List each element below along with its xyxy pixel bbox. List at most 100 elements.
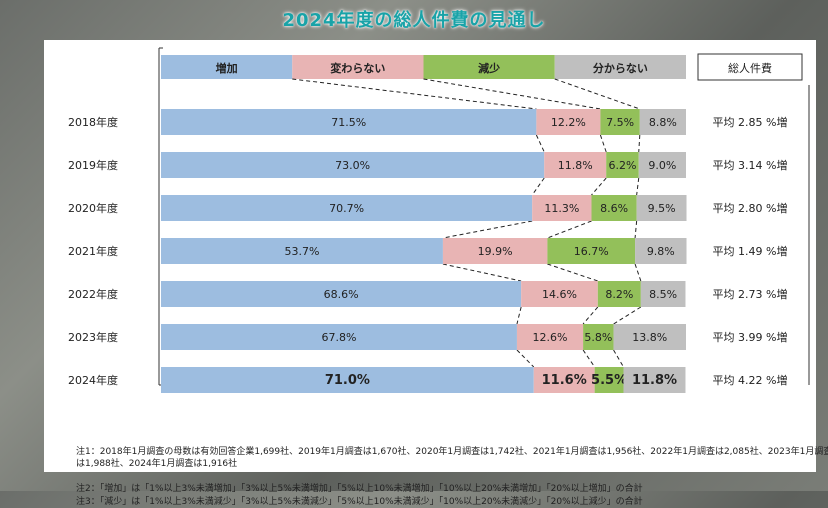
data-label: 8.5% <box>649 288 677 301</box>
category-label: 2019年度 <box>68 158 118 172</box>
side-label: 平均 3.14 %増 <box>713 159 788 172</box>
data-label: 16.7% <box>574 245 609 258</box>
side-header-label: 総人件費 <box>728 61 772 75</box>
chart-title: 2024年度の総人件費の見通し <box>282 10 546 31</box>
connector-line <box>423 78 601 110</box>
data-label: 8.8% <box>649 116 677 129</box>
connector-line <box>613 306 642 325</box>
data-label: 71.5% <box>331 116 366 129</box>
bar-segment <box>161 238 443 264</box>
connector-line <box>292 78 537 110</box>
connector-line <box>582 349 596 368</box>
connector-line <box>599 134 607 153</box>
chart-panel: 増加 変わらない 減少 分からない 総人件費 2018年度 71.5% 12.2% 7.5% 8.… <box>44 40 828 507</box>
bar-segment <box>521 281 598 307</box>
connector-line <box>591 177 607 196</box>
bar-segment <box>547 238 636 264</box>
data-label: 11.3% <box>544 202 579 215</box>
category-label: 2018年度 <box>68 115 118 129</box>
legend-swatch <box>423 55 555 79</box>
connector-line <box>547 263 598 282</box>
connector-line <box>554 78 640 110</box>
connector-line <box>535 134 545 153</box>
data-label: 71.0% <box>325 373 370 388</box>
side-label: 平均 1.49 %増 <box>713 245 788 258</box>
data-label: 13.8% <box>632 331 667 344</box>
bar-segment <box>638 152 686 178</box>
bar-segment <box>161 324 517 350</box>
connector-line <box>613 349 624 368</box>
data-label: 67.8% <box>321 331 356 344</box>
legend-label: 増加 <box>216 61 238 75</box>
footnote-1: 注1：2018年1月調査の母数は有効回答企業1,699社、2019年1月調査は1… <box>76 447 828 469</box>
legend-swatch <box>554 55 686 79</box>
data-label: 7.5% <box>606 116 634 129</box>
connector-line <box>516 306 522 325</box>
category-label: 2020年度 <box>68 201 118 215</box>
data-label: 19.9% <box>478 245 513 258</box>
bar-segment <box>442 238 548 264</box>
data-label: 12.6% <box>533 331 568 344</box>
bar-segment <box>591 195 637 221</box>
bar-segment <box>640 281 686 307</box>
bar-segment <box>532 195 592 221</box>
bar-segment <box>583 324 614 350</box>
side-label: 平均 2.85 %増 <box>713 116 788 129</box>
connector-line <box>638 134 641 153</box>
bar-segment <box>639 109 686 135</box>
data-label: 68.6% <box>324 288 359 301</box>
stacked-bar-chart: 増加 変わらない 減少 分からない 総人件費 2018年度 71.5% 12.2% 7.5% 8.… <box>68 47 810 393</box>
data-label: 70.7% <box>329 202 364 215</box>
data-label: 11.6% <box>542 373 587 388</box>
side-label: 平均 2.80 %増 <box>713 202 788 215</box>
legend-label: 減少 <box>478 61 500 75</box>
bar-segment <box>613 324 686 350</box>
bar-segment <box>623 367 686 393</box>
data-label: 9.5% <box>648 202 676 215</box>
data-label: 8.6% <box>600 202 628 215</box>
footnote-3: 注3：「減少」は「1%以上3%未満減少」「3%以上5%未満減少」「5%以上10%… <box>76 497 643 507</box>
data-label: 53.7% <box>284 245 319 258</box>
data-label: 14.6% <box>542 288 577 301</box>
bar-segment <box>544 152 607 178</box>
bar-segment <box>536 109 601 135</box>
connector-line <box>547 220 592 239</box>
bar-segment <box>516 324 584 350</box>
data-label: 8.2% <box>605 288 633 301</box>
side-label: 平均 2.73 %増 <box>713 288 788 301</box>
legend-swatch <box>292 55 424 79</box>
connector-line <box>636 177 640 196</box>
data-label: 5.8% <box>584 331 612 344</box>
connector-line <box>634 263 642 282</box>
bar-segment <box>161 281 522 307</box>
category-label: 2022年度 <box>68 287 118 301</box>
data-label: 11.8% <box>632 373 677 388</box>
bar-segment <box>606 152 639 178</box>
side-label: 平均 4.22 %増 <box>713 374 788 387</box>
data-label: 12.2% <box>551 116 586 129</box>
data-label: 9.8% <box>647 245 675 258</box>
bar-segment <box>594 367 624 393</box>
category-label: 2024年度 <box>68 373 118 387</box>
connector-line <box>516 349 535 368</box>
category-label: 2021年度 <box>68 244 118 258</box>
bar-segment <box>161 367 534 393</box>
connector-line <box>442 220 533 239</box>
connector-line <box>582 306 599 325</box>
bar-segment <box>161 195 533 221</box>
data-label: 6.2% <box>608 159 636 172</box>
bar-segment <box>161 152 545 178</box>
data-label: 5.5% <box>591 373 627 388</box>
side-label: 平均 3.99 %増 <box>713 331 788 344</box>
data-label: 9.0% <box>648 159 676 172</box>
connector-line <box>634 220 638 239</box>
bar-segment <box>600 109 640 135</box>
legend-swatch <box>161 55 293 79</box>
side-header-box <box>697 53 803 81</box>
bar-segment <box>533 367 595 393</box>
connector-line <box>531 177 545 196</box>
connector-line <box>442 263 522 282</box>
data-label: 73.0% <box>335 159 370 172</box>
bar-segment <box>161 109 537 135</box>
footnote-2: 注2：「増加」は「1%以上3%未満増加」「3%以上5%未満増加」「5%以上10%… <box>76 484 643 494</box>
